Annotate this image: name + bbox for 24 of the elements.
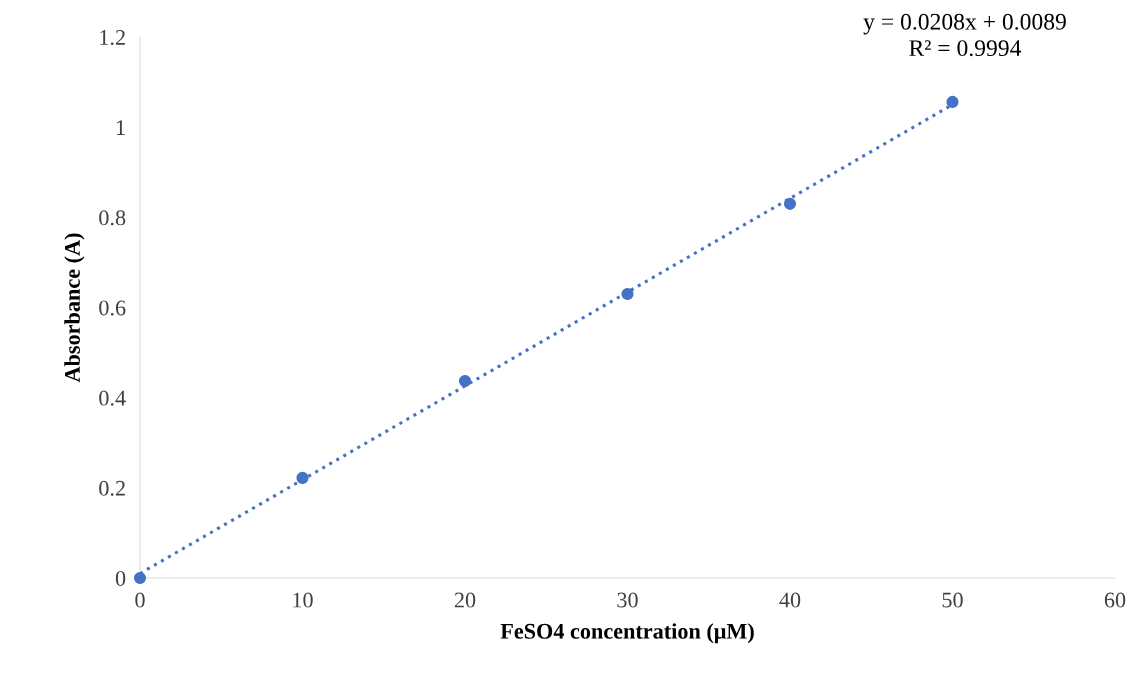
- point: [296, 471, 309, 484]
- y-tick-label: 0.2: [99, 480, 125, 496]
- x-tick-label: 20: [454, 592, 476, 608]
- x-tick-label: 40: [779, 592, 801, 608]
- x-axis-title: FeSO4 concentration (μM): [500, 623, 754, 644]
- y-tick-label: 1: [116, 120, 125, 135]
- annotation: R² = 0.9994: [909, 40, 1022, 57]
- x-tick-label: 30: [617, 592, 638, 608]
- point: [133, 571, 147, 585]
- point: [946, 95, 959, 108]
- x-tick-label: 0: [135, 592, 145, 608]
- y-tick-label: 0: [115, 570, 126, 586]
- x-tick-label: 50: [942, 592, 963, 608]
- point: [783, 197, 797, 210]
- point: [621, 287, 634, 301]
- point: [458, 374, 472, 388]
- y-tick-label: 0.4: [99, 390, 126, 406]
- y-tick-label: 0.6: [99, 300, 126, 316]
- y-axis-title: Absorbance (A): [64, 233, 85, 383]
- y-tick-label: 1.2: [100, 29, 125, 46]
- text: y = 0.0208x + 0.0089: [863, 13, 1066, 35]
- x-tick-label: 10: [293, 592, 313, 608]
- x-tick-label: 60: [1104, 592, 1126, 608]
- y-tick-label: 0.8: [99, 210, 126, 226]
